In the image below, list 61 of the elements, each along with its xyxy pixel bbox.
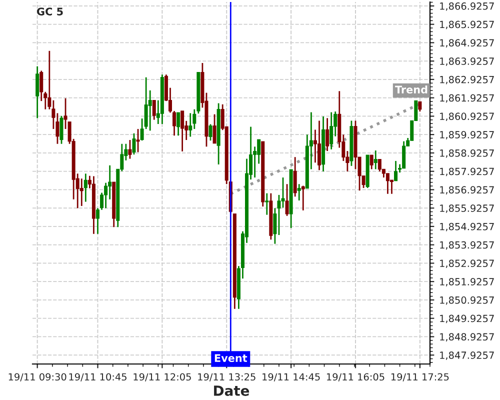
y-tick-label: 1,848.9257: [440, 333, 494, 342]
candlestick: [301, 185, 305, 212]
y-tick-label: 1,847.9257: [440, 352, 494, 360]
chart-title: GC 5: [36, 8, 63, 16]
candlestick: [188, 112, 192, 138]
y-tick-label: 1,857.9257: [440, 168, 494, 176]
candlestick: [378, 158, 382, 172]
y-tick-label: 1,859.9257: [440, 131, 494, 140]
x-tick-label: 19/11 14:45: [262, 373, 320, 382]
y-tick-label: 1,853.9257: [440, 241, 494, 250]
candlestick: [40, 70, 44, 102]
candlestick: [84, 172, 88, 202]
y-tick-label: 1,866.9257: [440, 2, 494, 11]
y-tick-label: 1,856.9257: [440, 186, 494, 195]
candlestick: [176, 112, 180, 136]
candlestick: [36, 66, 40, 119]
y-tick-label: 1,865.9257: [440, 20, 494, 30]
y-tick-label: 1,852.9257: [440, 260, 494, 268]
y-tick-label: 1,860.9257: [440, 112, 494, 122]
y-tick-label: 1,851.9257: [440, 278, 494, 286]
x-tick-label: 19/11 16:05: [327, 373, 384, 382]
candlestick: [136, 128, 140, 153]
candlestick: [132, 132, 136, 156]
candlestick: [80, 178, 84, 207]
x-axis-title: Date: [214, 386, 250, 396]
candlestick: [128, 139, 132, 160]
y-tick-label: 1,863.9257: [440, 58, 494, 66]
candlestick: [152, 100, 156, 120]
candlestick: [293, 156, 297, 198]
candlestick: [418, 101, 422, 112]
candlestick: [297, 183, 301, 202]
y-tick-label: 1,855.9257: [440, 204, 494, 213]
x-tick-label: 19/11 10:45: [69, 373, 126, 382]
candlestick: [265, 192, 269, 216]
y-tick-label: 1,862.9257: [440, 76, 494, 84]
candlestick: [317, 120, 322, 171]
candlestick: [374, 150, 378, 170]
y-tick-label: 1,858.9257: [440, 149, 494, 158]
candlestick: [326, 117, 330, 152]
x-tick-label: 19/11 13:25: [198, 373, 256, 382]
candlestick: [64, 98, 68, 130]
candlestick: [370, 154, 374, 170]
candlestick: [212, 114, 216, 144]
candlestick: [208, 124, 212, 142]
candlestick: [330, 112, 334, 150]
y-tick-label: 1,850.9257: [440, 296, 494, 305]
candlestick: [386, 172, 390, 195]
annotation: Event: [214, 354, 248, 362]
candlestick: [394, 160, 398, 182]
candlestick: [285, 183, 289, 217]
y-tick-label: 1,861.9257: [440, 94, 494, 103]
y-tick-label: 1,854.9257: [440, 222, 494, 232]
x-tick-label: 19/11 17:25: [391, 373, 449, 382]
y-tick-label: 1,849.9257: [440, 314, 494, 324]
candlestick: [60, 115, 64, 145]
candlestick: [402, 140, 406, 169]
x-tick-label: 19/11 09:30: [8, 373, 66, 382]
y-tick-label: 1,864.9257: [440, 39, 494, 48]
x-tick-label: 19/11 12:05: [134, 373, 191, 382]
candlestick: [180, 110, 184, 152]
series-label: Trend: [395, 85, 428, 94]
